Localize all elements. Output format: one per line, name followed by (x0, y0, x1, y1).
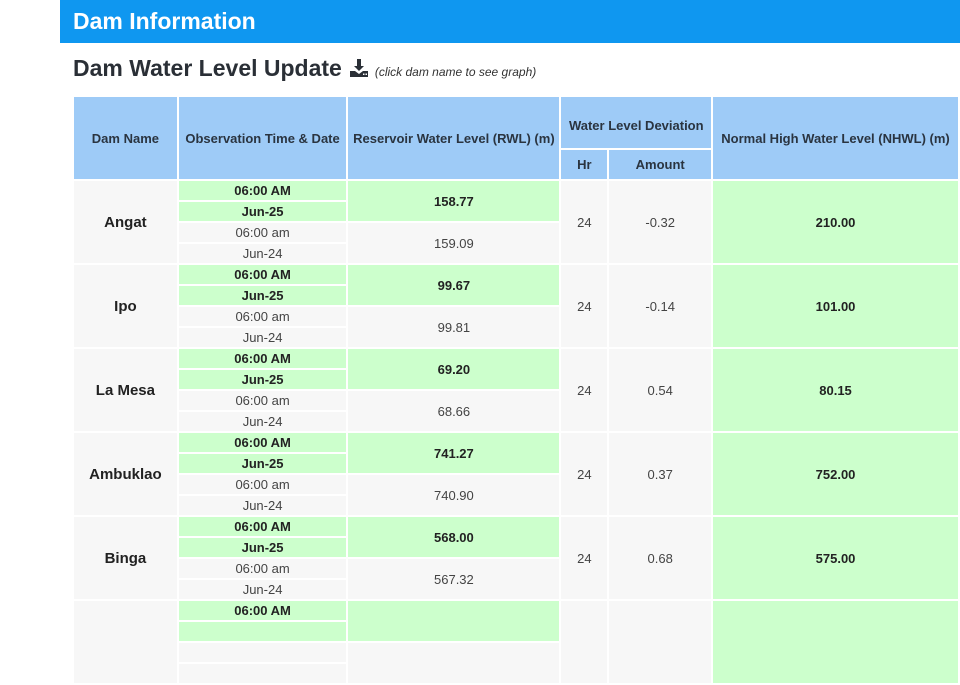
current-date: Jun-25 (178, 370, 347, 389)
col-deviation: Water Level Deviation (561, 97, 712, 148)
previous-date (178, 664, 347, 683)
deviation-amount: 0.54 (609, 349, 712, 431)
deviation-amount: 0.68 (609, 517, 712, 599)
current-rwl: 99.67 (348, 265, 560, 305)
deviation-amount: 0.37 (609, 433, 712, 515)
previous-rwl: 740.90 (348, 475, 560, 515)
nhwl-value: 80.15 (713, 349, 958, 431)
col-amount: Amount (609, 150, 712, 179)
table-row: Ipo 06:00 AM 99.67 24 -0.14 101.00 (74, 265, 958, 347)
deviation-hr: 24 (561, 433, 608, 515)
current-rwl: 568.00 (348, 517, 560, 557)
previous-rwl: 68.66 (348, 391, 560, 431)
col-rwl: Reservoir Water Level (RWL) (m) (348, 97, 560, 179)
table-row: Angat 06:00 AM 158.77 24 -0.32 210.00 (74, 181, 958, 263)
current-time: 06:00 AM (178, 433, 347, 452)
table-row: 06:00 AM (74, 601, 958, 683)
nhwl-value (713, 601, 958, 683)
table-row: Ambuklao 06:00 AM 741.27 24 0.37 752.00 (74, 433, 958, 515)
table-row: Binga 06:00 AM 568.00 24 0.68 575.00 (74, 517, 958, 599)
previous-time: 06:00 am (178, 559, 347, 578)
header-title: Dam Information (73, 8, 256, 34)
previous-date: Jun-24 (178, 244, 347, 263)
nhwl-value: 101.00 (713, 265, 958, 347)
current-date: Jun-25 (178, 286, 347, 305)
deviation-hr: 24 (561, 181, 608, 263)
deviation-amount: -0.32 (609, 181, 712, 263)
dam-name-link[interactable]: Ambuklao (74, 433, 177, 515)
current-date: Jun-25 (178, 538, 347, 557)
dam-name-link[interactable]: Angat (74, 181, 177, 263)
dam-name-link[interactable]: La Mesa (74, 349, 177, 431)
dam-name-link[interactable]: Ipo (74, 265, 177, 347)
current-date: Jun-25 (178, 202, 347, 221)
page-header: Dam Information (60, 0, 960, 43)
nhwl-value: 752.00 (713, 433, 958, 515)
previous-date: Jun-24 (178, 328, 347, 347)
section-title: Dam Water Level Update (73, 55, 342, 81)
previous-rwl: 567.32 (348, 559, 560, 599)
current-rwl: 158.77 (348, 181, 560, 221)
current-time: 06:00 AM (178, 517, 347, 536)
deviation-hr: 24 (561, 349, 608, 431)
previous-time (178, 643, 347, 662)
previous-date: Jun-24 (178, 412, 347, 431)
previous-rwl: 159.09 (348, 223, 560, 263)
current-date: Jun-25 (178, 454, 347, 473)
download-icon[interactable] (349, 58, 369, 78)
deviation-hr: 24 (561, 517, 608, 599)
current-rwl: 69.20 (348, 349, 560, 389)
current-date (178, 622, 347, 641)
table-row: La Mesa 06:00 AM 69.20 24 0.54 80.15 (74, 349, 958, 431)
current-time: 06:00 AM (178, 265, 347, 284)
deviation-hr (561, 601, 608, 683)
graph-hint: (click dam name to see graph) (374, 65, 537, 79)
dam-table: Dam Name Observation Time & Date Reservo… (72, 95, 960, 685)
previous-date: Jun-24 (178, 496, 347, 515)
col-hr: Hr (561, 150, 608, 179)
col-nhwl: Normal High Water Level (NHWL) (m) (713, 97, 958, 179)
current-time: 06:00 AM (178, 349, 347, 368)
previous-date: Jun-24 (178, 580, 347, 599)
current-time: 06:00 AM (178, 601, 347, 620)
previous-time: 06:00 am (178, 475, 347, 494)
nhwl-value: 210.00 (713, 181, 958, 263)
deviation-hr: 24 (561, 265, 608, 347)
col-dam-name: Dam Name (74, 97, 177, 179)
previous-rwl (348, 643, 560, 683)
previous-time: 06:00 am (178, 307, 347, 326)
dam-name-link[interactable]: Binga (74, 517, 177, 599)
current-time: 06:00 AM (178, 181, 347, 200)
col-observation: Observation Time & Date (178, 97, 347, 179)
section-heading: Dam Water Level Update (click dam name t… (73, 55, 536, 82)
nhwl-value: 575.00 (713, 517, 958, 599)
deviation-amount (609, 601, 712, 683)
deviation-amount: -0.14 (609, 265, 712, 347)
current-rwl (348, 601, 560, 641)
dam-name-link[interactable] (74, 601, 177, 683)
previous-time: 06:00 am (178, 391, 347, 410)
previous-time: 06:00 am (178, 223, 347, 242)
previous-rwl: 99.81 (348, 307, 560, 347)
current-rwl: 741.27 (348, 433, 560, 473)
